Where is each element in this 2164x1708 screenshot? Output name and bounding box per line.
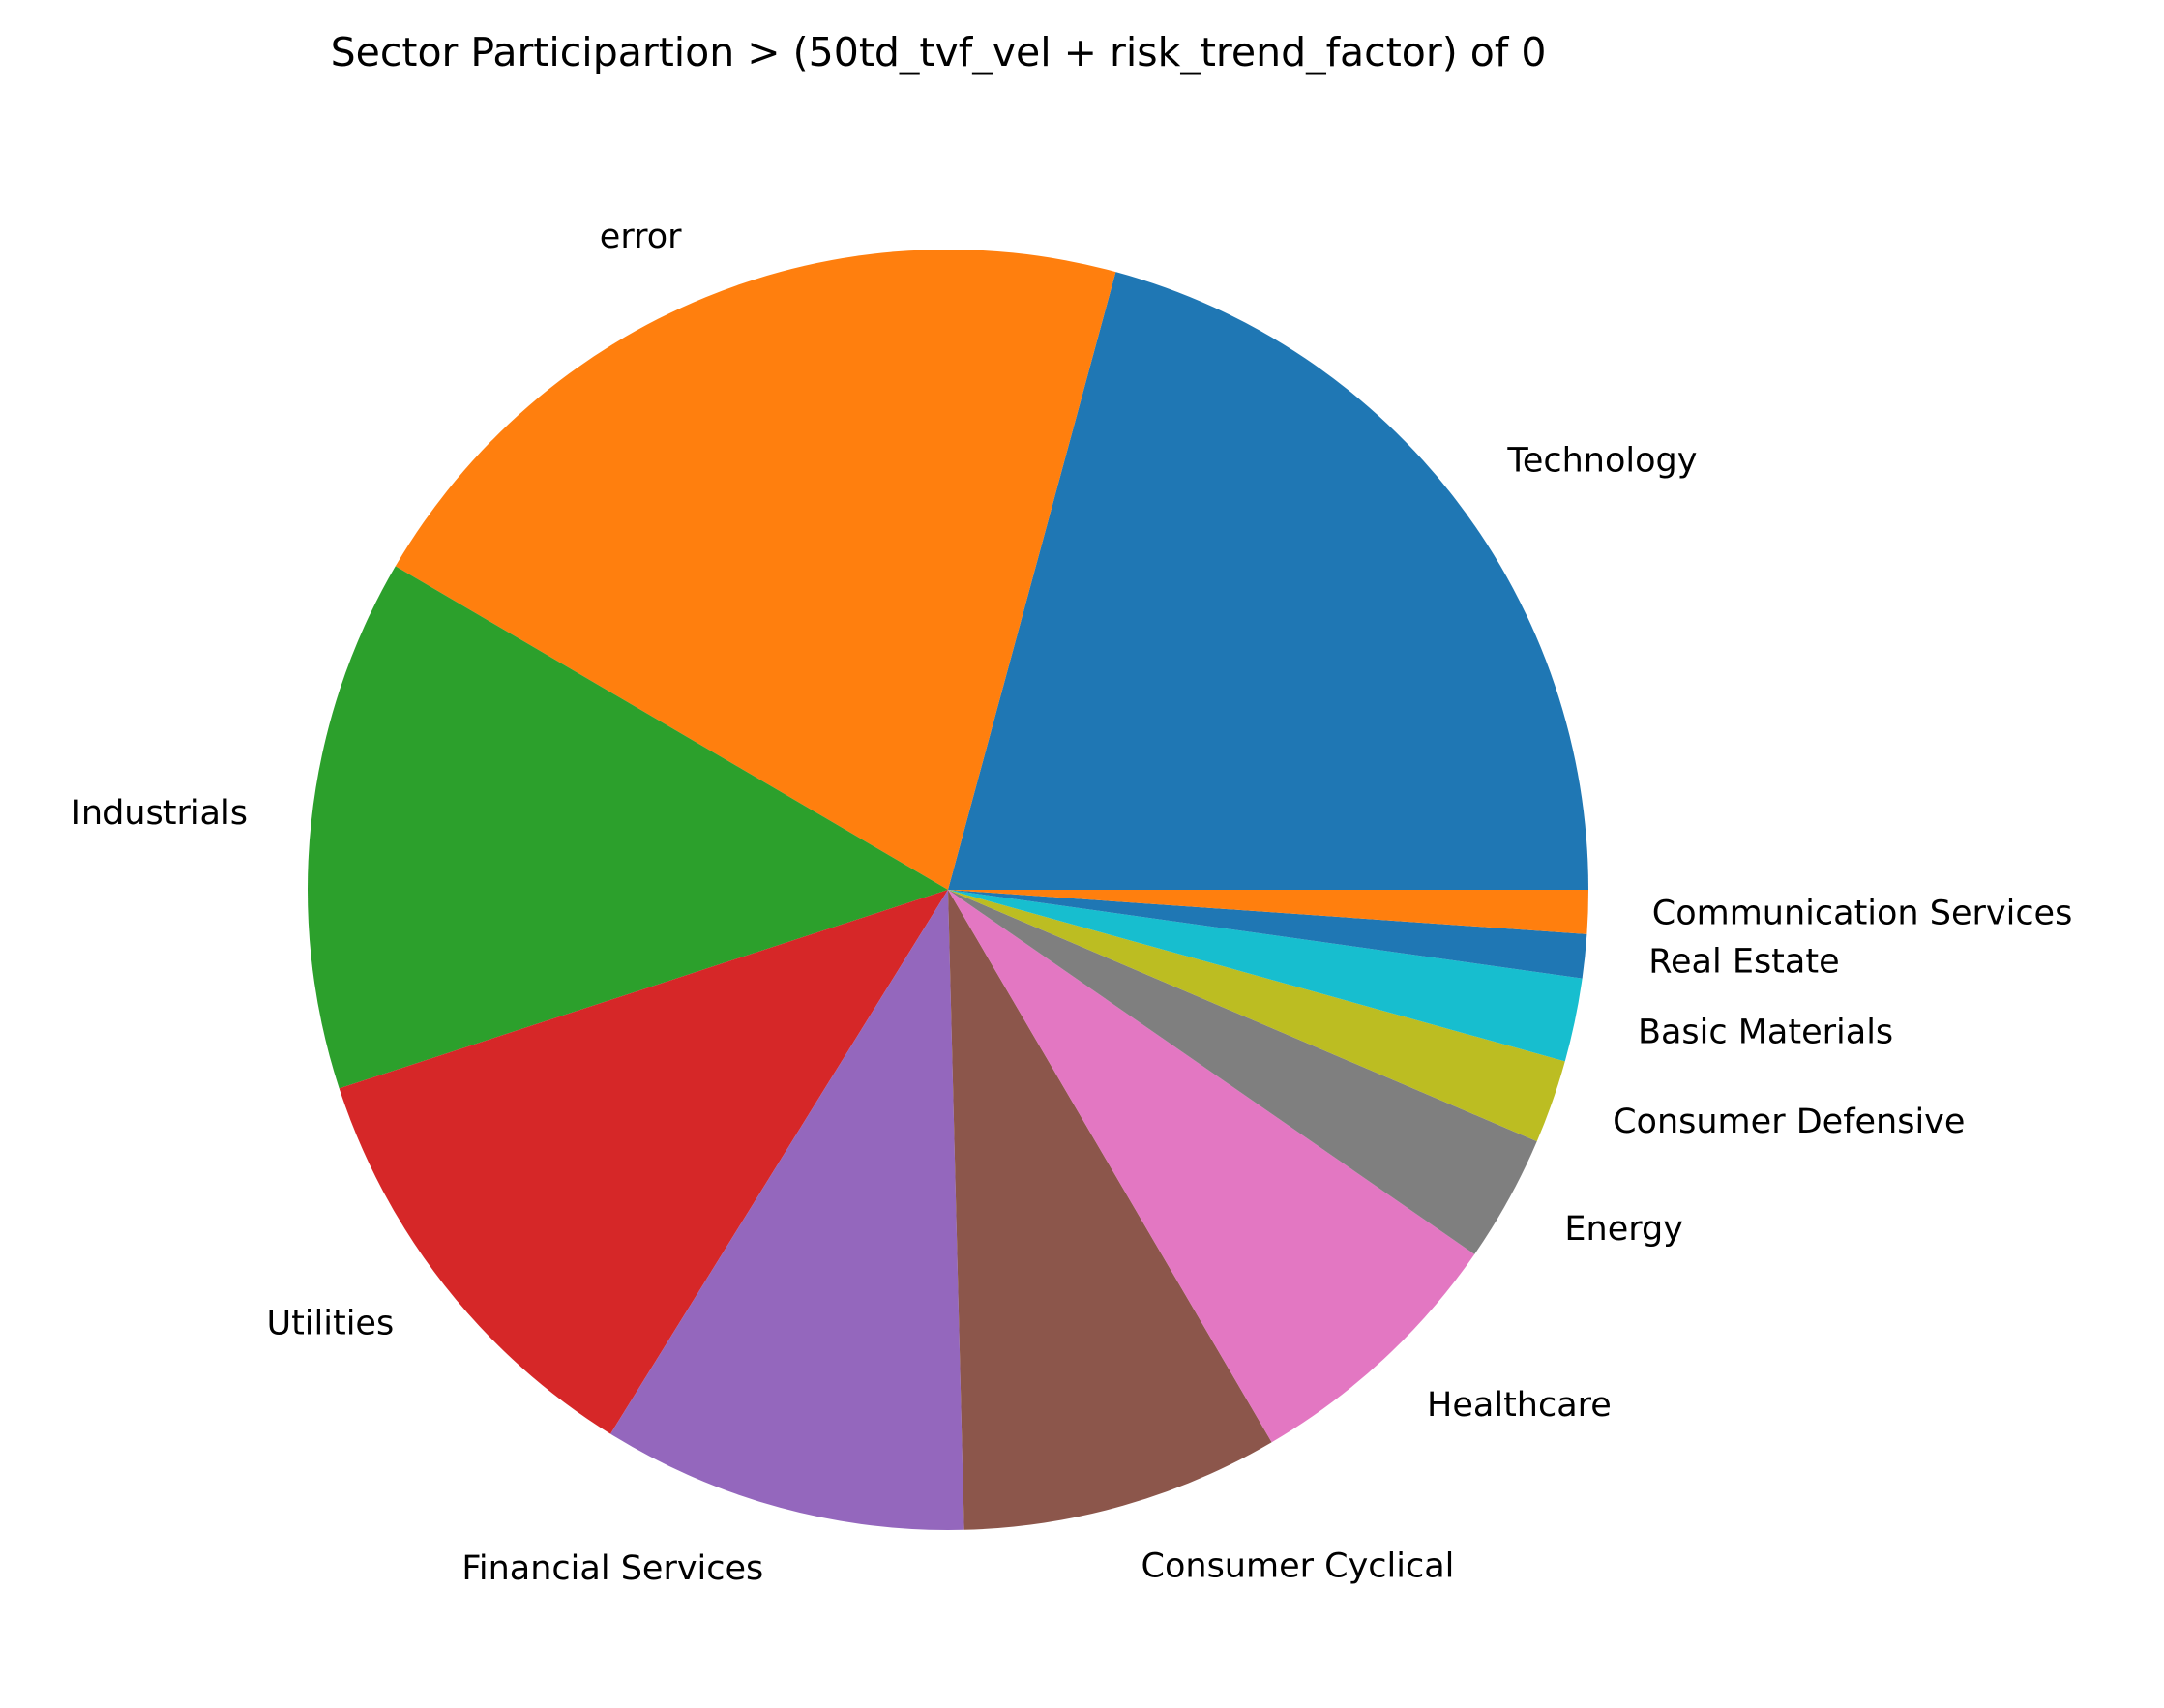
pie-label-technology: Technology xyxy=(1506,442,1697,481)
pie-label-healthcare: Healthcare xyxy=(1427,1386,1612,1425)
pie-slice-healthcare xyxy=(948,890,1475,1443)
pie-slice-industrials xyxy=(308,566,949,1089)
pie-label-error: error xyxy=(600,218,682,256)
pie-slice-communication-services xyxy=(948,890,1589,934)
pie-label-utilities: Utilities xyxy=(266,1305,394,1343)
pie-slice-error xyxy=(395,250,1116,890)
pie-label-energy: Energy xyxy=(1564,1210,1683,1249)
pie-label-financial-services: Financial Services xyxy=(461,1549,763,1588)
pie-label-industrials: Industrials xyxy=(72,794,248,833)
chart-title: Sector Participartion > (50td_tvf_vel + … xyxy=(331,29,1547,75)
pie-label-basic-materials: Basic Materials xyxy=(1638,1013,1893,1051)
pie-label-consumer-cyclical: Consumer Cyclical xyxy=(1141,1546,1455,1585)
pie-label-communication-services: Communication Services xyxy=(1652,894,2073,932)
pie-slice-real-estate xyxy=(948,890,1587,979)
pie-slice-basic-materials xyxy=(948,890,1583,1062)
pie-slice-technology xyxy=(948,272,1588,891)
pie-slice-consumer-defensive xyxy=(948,890,1565,1142)
pie-slice-utilities xyxy=(339,890,948,1434)
pie-slice-consumer-cyclical xyxy=(948,890,1272,1530)
pie-slice-financial-services xyxy=(610,890,964,1531)
pie-label-consumer-defensive: Consumer Defensive xyxy=(1613,1103,1965,1141)
pie-slices xyxy=(308,250,1589,1531)
pie-slice-energy xyxy=(948,890,1537,1254)
pie-slice-labels: Technology error Industrials Utilities Finan… xyxy=(72,218,2073,1588)
pie-label-real-estate: Real Estate xyxy=(1648,943,1839,982)
